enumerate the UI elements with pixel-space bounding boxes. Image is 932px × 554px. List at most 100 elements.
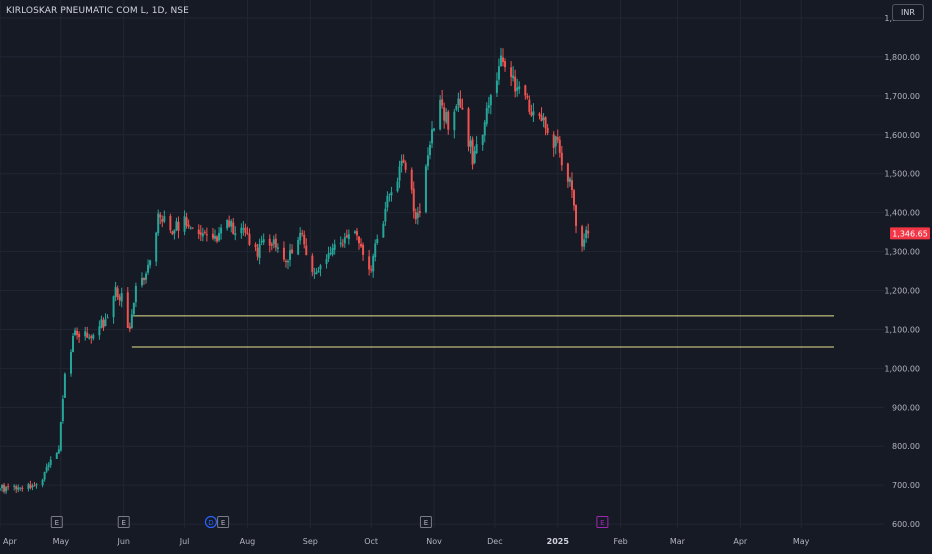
candle-up	[532, 111, 535, 116]
candle-up	[234, 233, 237, 236]
earnings-marker[interactable]: E	[596, 516, 609, 528]
candle-down	[90, 336, 93, 338]
candle-down	[412, 188, 415, 212]
dividend-marker[interactable]: D	[204, 515, 218, 529]
candle-down	[566, 163, 569, 182]
time-tick-label: May	[793, 537, 810, 546]
price-tick-label: 1,000.00	[884, 364, 920, 373]
candle-down	[171, 231, 174, 235]
candle-up	[183, 216, 186, 232]
support-zone	[131, 315, 834, 348]
candle-up	[585, 229, 588, 239]
time-tick-label: Oct	[364, 537, 378, 546]
currency-button[interactable]: INR	[892, 4, 924, 21]
time-tick-label: Feb	[614, 537, 628, 546]
candle-down	[581, 226, 584, 247]
candle-down	[205, 234, 208, 236]
candle-down	[370, 269, 373, 271]
candle-down	[3, 484, 6, 492]
price-tick-label: 1,500.00	[884, 170, 920, 179]
candle-down	[191, 227, 194, 229]
time-tick-label: Sep	[303, 537, 318, 546]
candle-down	[254, 244, 257, 248]
candle-down	[558, 139, 561, 153]
candle-down	[357, 236, 360, 244]
candle-up	[374, 243, 377, 258]
candle-up	[49, 459, 52, 465]
earnings-marker[interactable]: E	[117, 516, 130, 528]
candle-up	[276, 247, 279, 249]
candle-up	[313, 272, 316, 274]
candle-down	[362, 244, 365, 255]
earnings-marker[interactable]: E	[50, 516, 63, 528]
price-tick-label: 1,700.00	[884, 92, 920, 101]
candle-down	[203, 232, 206, 234]
candle-down	[526, 96, 529, 98]
time-tick-label: Apr	[3, 537, 18, 546]
candle-down	[244, 227, 247, 233]
candle-up	[132, 302, 135, 315]
candle-up	[59, 422, 62, 451]
candle-up	[481, 134, 484, 145]
earnings-marker[interactable]: E	[419, 516, 432, 528]
candle-down	[118, 296, 121, 301]
time-tick-label: Dec	[487, 537, 502, 546]
candle-down	[159, 214, 162, 218]
candle-down	[560, 152, 563, 166]
candle-up	[542, 117, 545, 120]
candle-up	[339, 242, 342, 245]
candle-up	[5, 486, 8, 492]
candle-down	[246, 232, 249, 234]
candle-up	[287, 260, 290, 263]
candle-down	[301, 233, 304, 235]
price-tick-label: 900.00	[892, 403, 920, 412]
candle-up	[218, 232, 221, 241]
symbol-title: KIRLOSKAR PNEUMATIC COM L, 1D, NSE	[6, 6, 189, 16]
candle-down	[21, 487, 24, 489]
candle-up	[43, 471, 46, 480]
time-tick-label: Mar	[670, 537, 686, 546]
candle-up	[331, 248, 334, 255]
candle-up	[325, 258, 328, 264]
candle-up	[100, 319, 103, 328]
candle-down	[303, 234, 306, 245]
candle-down	[86, 332, 89, 338]
candle-down	[305, 245, 308, 256]
candle-up	[457, 98, 460, 106]
earnings-marker[interactable]: E	[217, 516, 230, 528]
candle-down	[355, 231, 358, 236]
price-tick-label: 600.00	[892, 520, 920, 529]
candle-up	[299, 232, 302, 241]
candle-up	[489, 95, 492, 106]
candle-down	[538, 113, 541, 116]
candle-down	[404, 162, 407, 170]
candle-down	[116, 288, 119, 298]
candle-up	[333, 244, 336, 250]
candle-down	[232, 222, 235, 235]
candle-up	[61, 399, 64, 421]
candle-up	[45, 466, 48, 472]
candle-down	[471, 139, 474, 165]
price-tick-label: 700.00	[892, 481, 920, 490]
candle-up	[343, 237, 346, 244]
candle-down	[360, 243, 363, 247]
candle-down	[187, 224, 190, 227]
svg-text:E: E	[55, 519, 59, 527]
candle-up	[485, 108, 488, 124]
candle-up	[104, 319, 107, 327]
candle-up	[453, 111, 456, 131]
candle-up	[398, 166, 401, 181]
time-axis[interactable]: Apr May Jun Jul Aug Sep Oct Nov Dec 2025 Feb Mar Apr…	[3, 537, 810, 546]
candle-up	[495, 80, 498, 93]
time-tick-label: Jul	[179, 537, 190, 546]
candle-up	[583, 239, 586, 247]
candle-up	[63, 373, 66, 398]
candle-up	[258, 243, 261, 258]
price-tick-label: 1,800.00	[884, 53, 920, 62]
candle-down	[76, 330, 79, 336]
candle-up	[27, 484, 30, 489]
price-axis[interactable]: 600.00 700.00 800.00 900.00 1,000.00 1,100.00…	[884, 14, 920, 529]
candle-down	[311, 255, 314, 273]
